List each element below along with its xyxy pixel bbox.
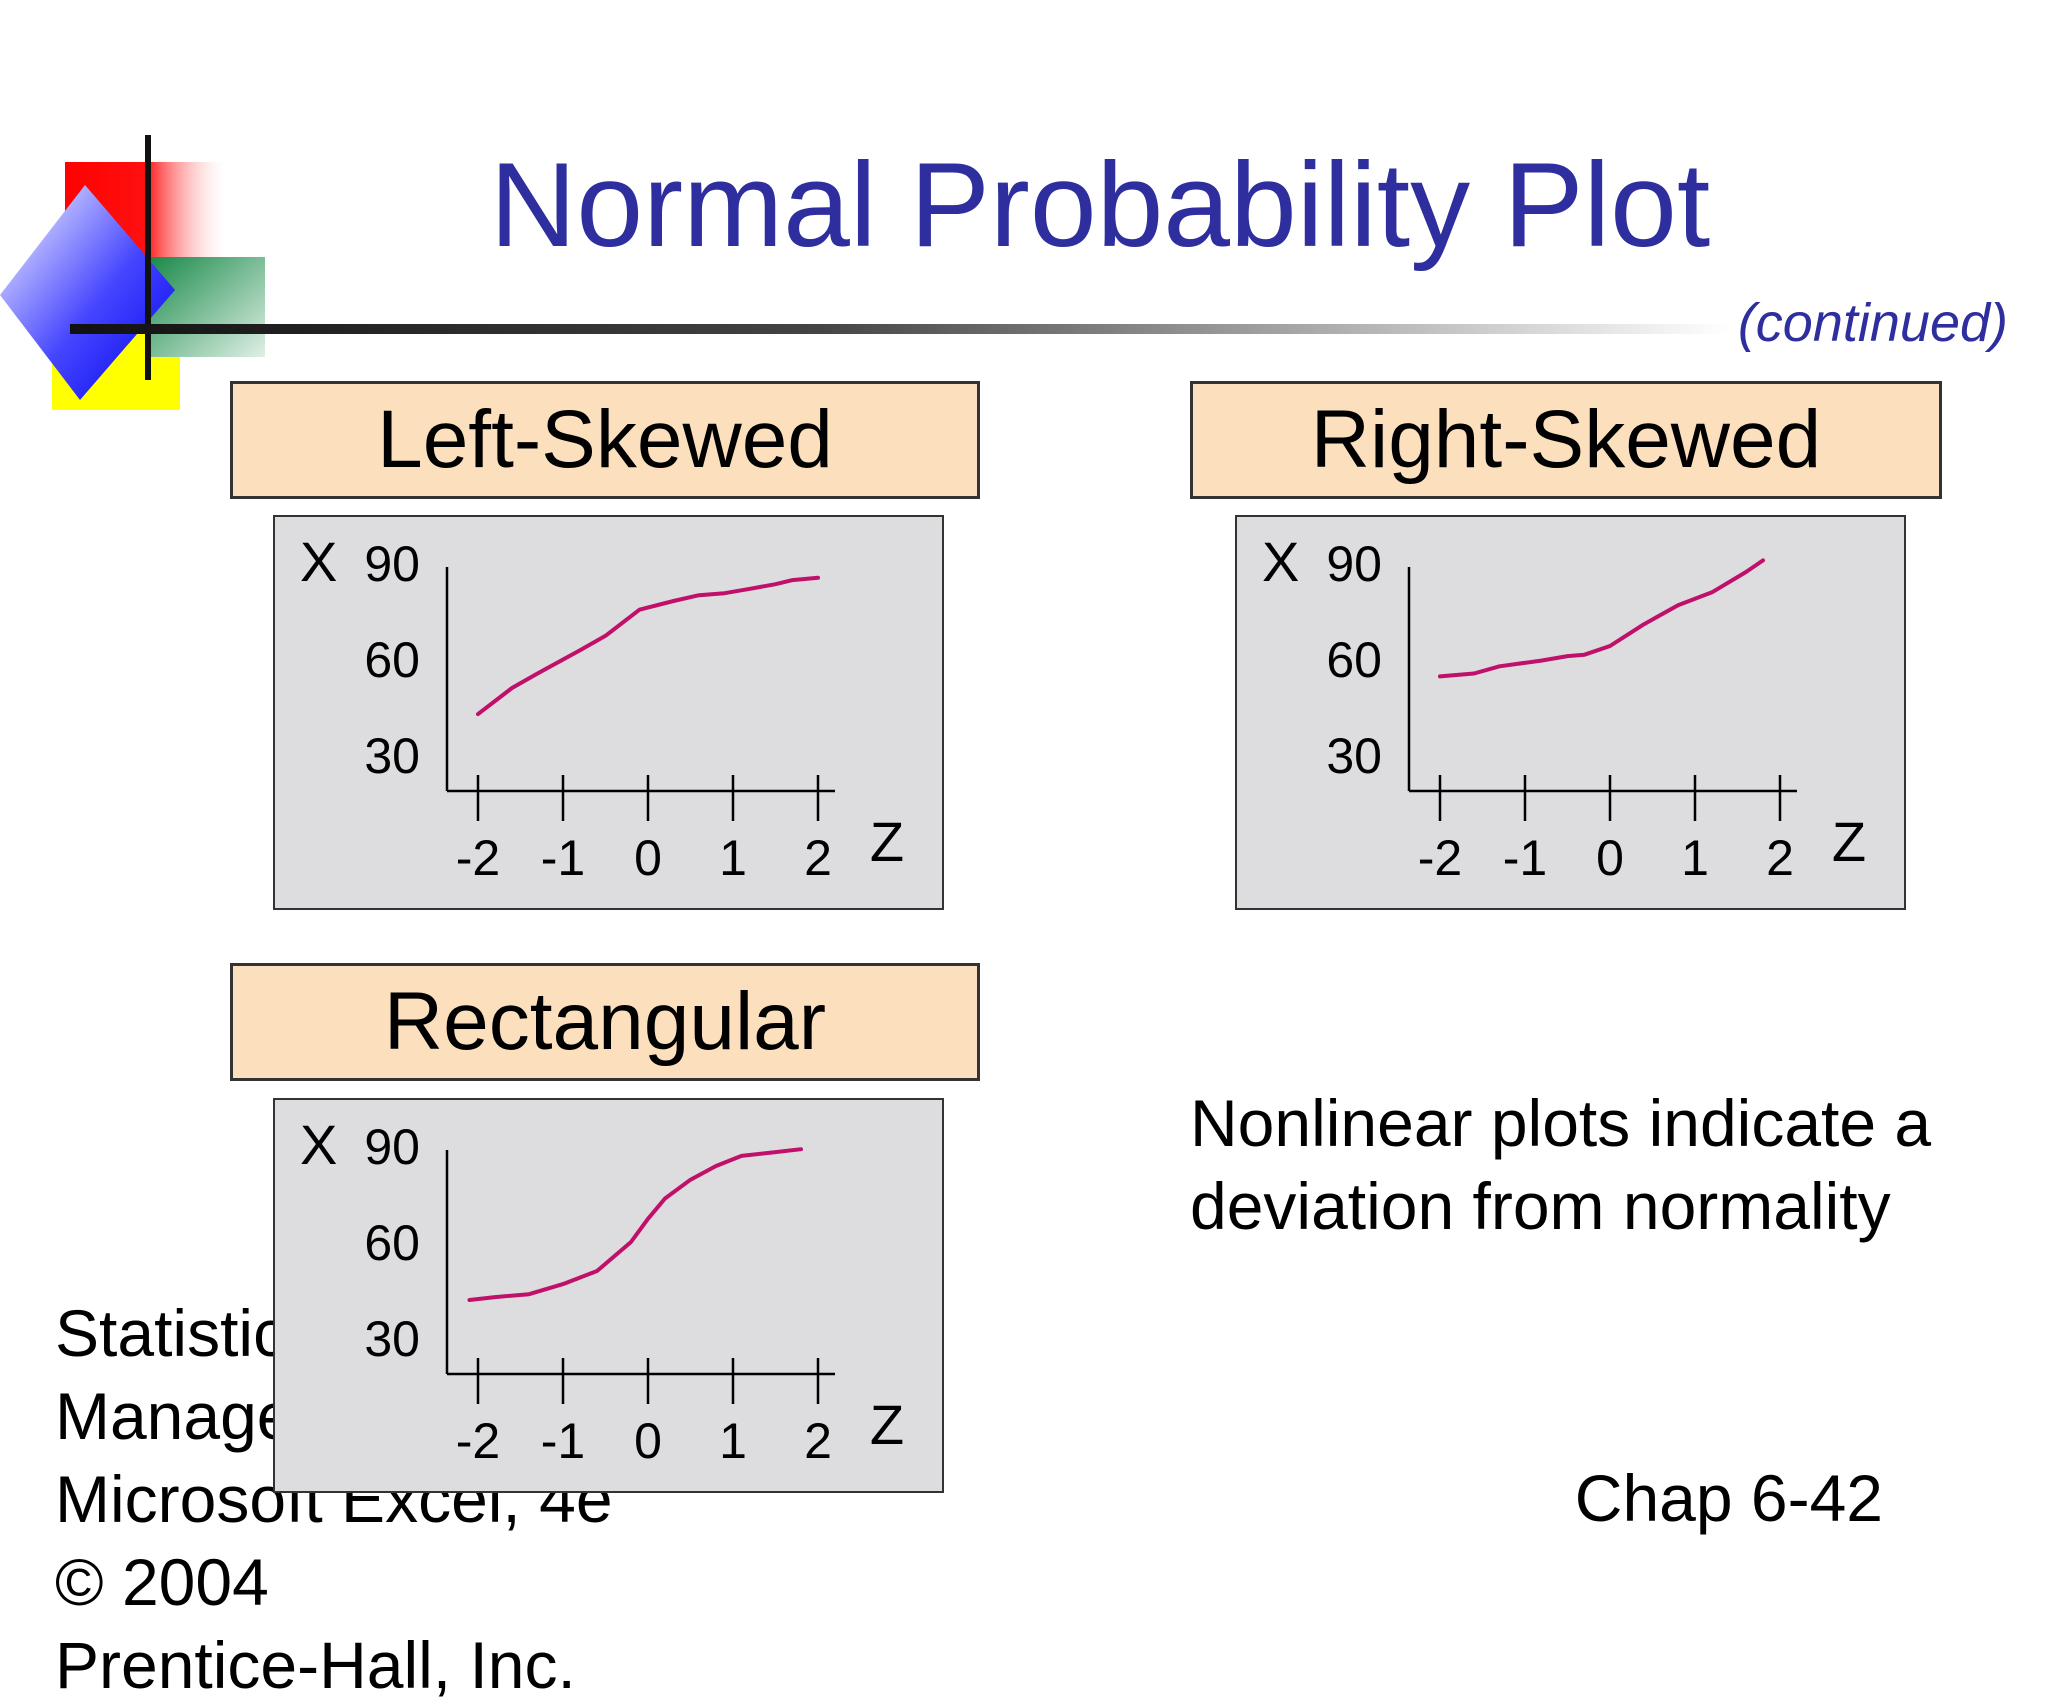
data-line [1438, 558, 1765, 679]
y-tick-label: 60 [364, 632, 420, 688]
x-tick-label: -1 [541, 1413, 585, 1469]
y-tick-label: 60 [364, 1215, 420, 1271]
plot-canvas: X 90 60 30 -2 -1 0 1 2 Z [300, 530, 904, 886]
x-axis-label: Z [870, 810, 904, 873]
y-tick-label: 60 [1326, 632, 1382, 688]
left-skewed-plot: X 90 60 30 -2 -1 0 1 2 Z [273, 515, 944, 910]
y-axis-label: X [300, 530, 337, 593]
slide-number: Chap 6-42 [1574, 1461, 1883, 1535]
x-tick-label: 1 [1681, 830, 1709, 886]
plot-canvas: X 90 60 30 -2 -1 0 1 2 Z [300, 1113, 904, 1469]
y-tick-label: 90 [364, 1119, 420, 1175]
rectangular-heading: Rectangular [230, 963, 980, 1081]
x-axis-label: Z [1832, 810, 1866, 873]
footer-line: Prentice-Hall, Inc. [55, 1628, 576, 1702]
x-tick-label: 0 [634, 830, 662, 886]
rectangular-plot: X 90 60 30 -2 -1 0 1 2 Z [273, 1098, 944, 1493]
x-tick-label: 0 [634, 1413, 662, 1469]
title-divider [70, 324, 1730, 334]
plot-canvas: X 90 60 30 -2 -1 0 1 2 Z [1262, 530, 1866, 886]
x-tick-label: 1 [719, 830, 747, 886]
x-tick-label: 2 [804, 830, 832, 886]
slide-title: Normal Probability Plot [489, 138, 1711, 272]
y-tick-label: 30 [364, 728, 420, 784]
continued-label: (continued) [1737, 293, 2008, 353]
x-tick-label: -1 [1503, 830, 1547, 886]
x-tick-label: -1 [541, 830, 585, 886]
x-axis-label: Z [870, 1393, 904, 1456]
y-tick-label: 90 [1326, 536, 1382, 592]
x-tick-label: 2 [804, 1413, 832, 1469]
x-tick-label: 1 [719, 1413, 747, 1469]
right-skewed-heading: Right-Skewed [1190, 381, 1942, 499]
x-tick-label: -2 [1418, 830, 1462, 886]
data-line [476, 575, 820, 717]
x-tick-label: 0 [1596, 830, 1624, 886]
y-tick-label: 30 [364, 1311, 420, 1367]
y-tick-label: 30 [1326, 728, 1382, 784]
x-tick-label: -2 [456, 830, 500, 886]
y-tick-label: 90 [364, 536, 420, 592]
slide-logo-icon [0, 135, 265, 410]
x-tick-label: 2 [1766, 830, 1794, 886]
y-axis-label: X [300, 1113, 337, 1176]
data-line [467, 1147, 803, 1302]
left-skewed-heading: Left-Skewed [230, 381, 980, 499]
x-tick-label: -2 [456, 1413, 500, 1469]
note-text: Nonlinear plots indicate a deviation fro… [1190, 1086, 1932, 1243]
right-skewed-plot: X 90 60 30 -2 -1 0 1 2 Z [1235, 515, 1906, 910]
y-axis-label: X [1262, 530, 1299, 593]
